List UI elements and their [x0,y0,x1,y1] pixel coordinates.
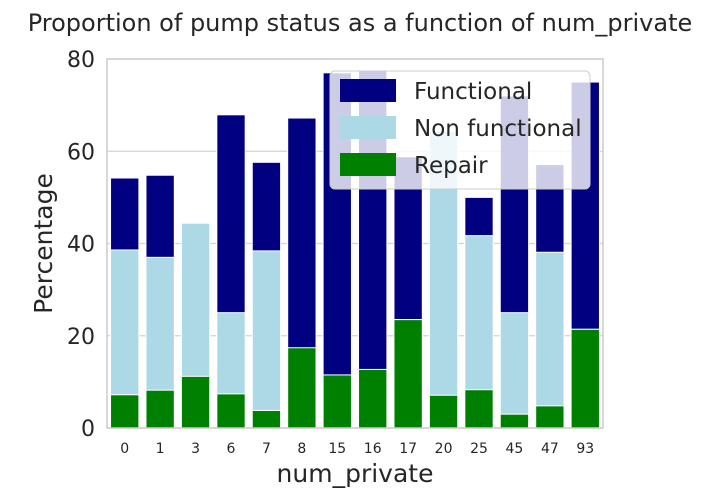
bar-repair-17 [393,319,423,429]
y-tick-label: 80 [67,48,95,73]
y-axis-label: Percentage [29,173,58,314]
x-axis-ticks: 0 1 3 6 7 8 15 16 17 20 25 45 47 93 [120,441,594,457]
x-tick-label: 0 [120,441,129,457]
bar-repair-93 [570,328,600,429]
legend-label: Non functional [414,116,582,142]
plot-frame [106,58,604,429]
y-tick-label: 60 [67,140,95,165]
x-tick-label: 16 [364,441,382,457]
x-axis-label: num_private [277,459,434,488]
bar-non-functional-47 [535,251,565,429]
bar-repair-47 [535,405,565,429]
bar-non-functional-45 [499,312,530,429]
bar-repair-15 [322,374,352,429]
y-tick-label: 20 [67,325,95,350]
x-tick-label: 7 [262,441,271,457]
legend-swatch [340,79,396,102]
x-tick-label: 6 [227,441,236,457]
bar-repair-3 [180,375,211,429]
chart-title: Proportion of pump status as a function … [28,9,693,37]
y-tick-label: 0 [81,417,95,442]
x-tick-label: 17 [399,441,417,457]
bar-repair-7 [251,409,282,429]
x-tick-label: 15 [328,441,346,457]
x-tick-label: 3 [191,441,200,457]
x-tick-label: 25 [470,441,488,457]
legend: Functional Non functional Repair [329,70,591,190]
x-tick-label: 1 [156,441,165,457]
bar-repair-0 [110,394,140,429]
bar-repair-8 [287,347,317,429]
x-tick-label: 93 [576,441,594,457]
y-axis-ticks: 0 20 40 60 80 [67,48,95,442]
bar-repair-20 [428,394,459,429]
y-tick-label: 40 [67,233,95,258]
x-tick-label: 45 [506,441,524,457]
x-tick-label: 47 [541,441,559,457]
bar-repair-6 [216,393,246,429]
bar-repair-25 [464,389,494,429]
x-tick-label: 8 [297,441,306,457]
bar-non-functional-7 [251,250,282,429]
bar-repair-1 [145,389,175,429]
legend-swatch [340,116,396,139]
bar-repair-16 [358,368,388,429]
bar-repair-45 [499,413,530,429]
legend-label: Functional [414,79,532,105]
legend-swatch [340,153,396,176]
bars [110,70,600,429]
legend-label: Repair [414,153,488,179]
x-tick-label: 20 [435,441,453,457]
